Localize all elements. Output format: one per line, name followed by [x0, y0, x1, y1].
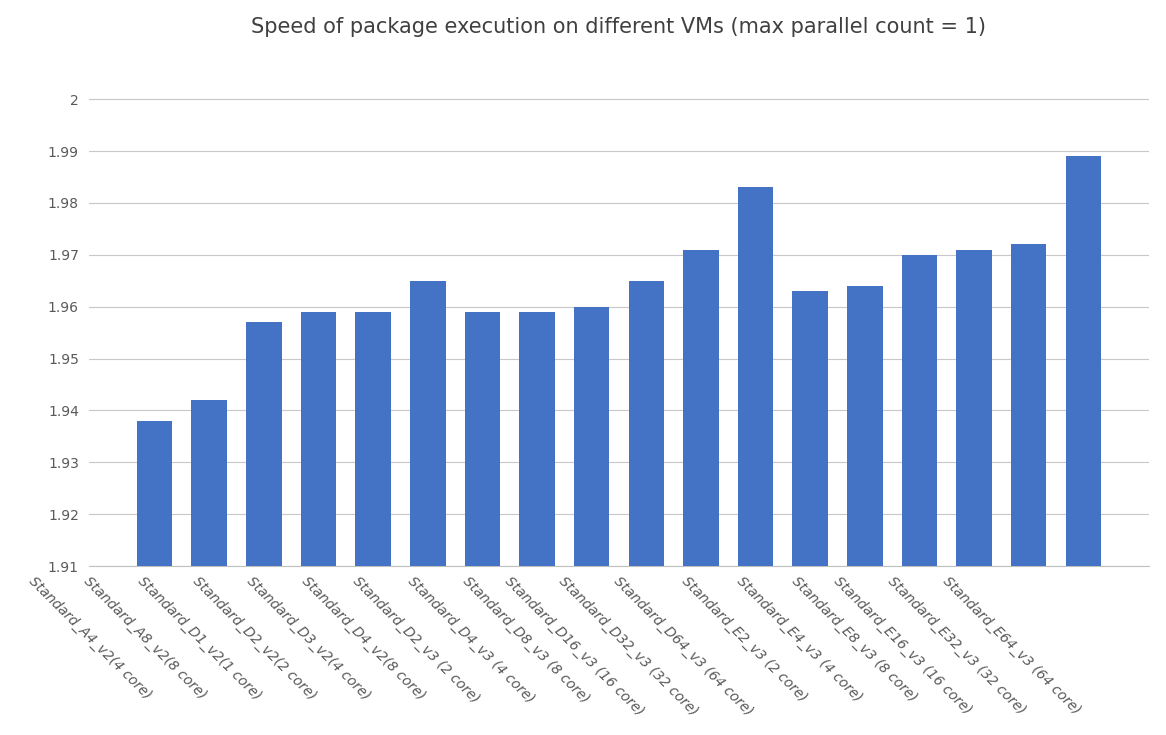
Bar [410, 281, 445, 735]
Bar [246, 322, 282, 735]
Bar [683, 250, 718, 735]
Bar [956, 250, 992, 735]
Bar [136, 421, 173, 735]
Bar [191, 400, 227, 735]
Bar [793, 291, 828, 735]
Bar [628, 281, 665, 735]
Bar [356, 312, 391, 735]
Bar [738, 187, 773, 735]
Bar [901, 255, 937, 735]
Bar [301, 312, 336, 735]
Bar [1066, 157, 1101, 735]
Bar [847, 286, 883, 735]
Bar [1011, 245, 1047, 735]
Title: Speed of package execution on different VMs (max parallel count = 1): Speed of package execution on different … [252, 17, 986, 37]
Bar [574, 306, 610, 735]
Bar [519, 312, 555, 735]
Bar [464, 312, 500, 735]
